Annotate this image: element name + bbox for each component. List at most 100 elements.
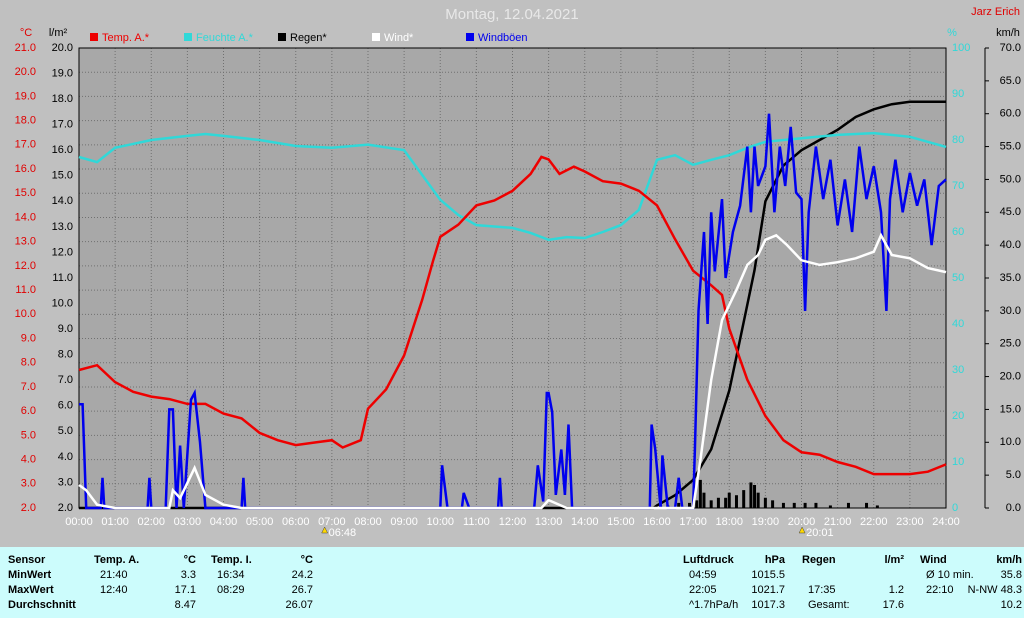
y-tick-label: 50 [952, 272, 964, 284]
series-line [78, 155, 947, 476]
rain-bar [677, 502, 681, 508]
y-tick-label: 10.0 [1000, 436, 1021, 448]
y-tick-label: 20.0 [15, 66, 36, 78]
cell-value: 26.7 [291, 584, 313, 596]
rain-bar [727, 492, 731, 508]
rain-bar [846, 502, 850, 508]
legend-swatch [372, 33, 380, 41]
cell-time: ^1.7hPa/h [689, 599, 739, 611]
y-tick-label: 18.0 [52, 93, 73, 105]
section-unit: l/m² [884, 554, 904, 566]
summary-table: Sensor MinWert MaxWert Durchschnitt Temp. A.… [0, 547, 1024, 618]
rain-bar [688, 502, 692, 508]
x-tick-label: 16:00 [643, 516, 671, 528]
y-tick-label: 9.0 [58, 323, 73, 335]
section-unit: °C [300, 554, 313, 566]
cell-value: 24.2 [291, 569, 313, 581]
y-tick-label: 11.0 [52, 272, 73, 284]
rain-bar [709, 500, 713, 508]
cell-time: 22:05 [689, 584, 717, 596]
cell-value: 35.8 [1000, 569, 1022, 581]
cell-time: 21:40 [100, 569, 128, 581]
cell-value: 8.47 [174, 599, 196, 611]
y-tick-label: 12.0 [15, 260, 36, 272]
y-tick-label: 11.0 [15, 284, 36, 296]
x-tick-label: 15:00 [607, 516, 635, 528]
y-tick-label: 0 [952, 502, 958, 514]
y-tick-label: 3.0 [58, 476, 73, 488]
y-tick-label: 4.0 [58, 451, 73, 463]
x-tick-label: 22:00 [860, 516, 888, 528]
y-tick-label: 16.0 [52, 144, 73, 156]
cell-value: 3.3 [180, 569, 196, 581]
y-tick-label: 5.0 [58, 425, 73, 437]
y-tick-label: 2.0 [58, 502, 73, 514]
y-tick-label: 5.0 [21, 429, 36, 441]
cell-value: 10.2 [1000, 599, 1022, 611]
y-tick-label: 55.0 [1000, 140, 1021, 152]
y-tick-label: 17.0 [52, 119, 73, 131]
y-tick-label: 19.0 [15, 90, 36, 102]
x-tick-label: 17:00 [679, 516, 707, 528]
y-tick-label: 7.0 [21, 381, 36, 393]
cell-value: 26.07 [285, 599, 313, 611]
cell-value: 1.2 [888, 584, 904, 596]
y-tick-label: 90 [952, 88, 964, 100]
rain-bar [734, 495, 738, 508]
y-tick-label: 14.0 [15, 211, 36, 223]
rain-bar [792, 502, 796, 508]
y-tick-label: 50.0 [1000, 173, 1021, 185]
rain-bar [828, 505, 832, 508]
y-tick-label: 14.0 [52, 195, 73, 207]
table-header: Sensor [8, 554, 46, 566]
legend-swatch [278, 33, 286, 41]
legend-label: Wind* [384, 32, 414, 44]
y-tick-label: 18.0 [15, 115, 36, 127]
cell-value: 17.6 [882, 599, 904, 611]
rain-bar [716, 497, 720, 508]
y-tick-label: 100 [952, 42, 970, 54]
cell-time: 16:34 [217, 569, 245, 581]
legend-swatch [90, 33, 98, 41]
cell-value: N-NW 48.3 [967, 584, 1022, 596]
y-tick-label: 12.0 [52, 246, 73, 258]
x-tick-label: 21:00 [824, 516, 852, 528]
plot-area [79, 48, 946, 508]
y-tick-label: 10.0 [15, 308, 36, 320]
y-tick-label: 10 [952, 456, 964, 468]
y-tick-label: 13.0 [52, 221, 73, 233]
y-tick-label: 40.0 [1000, 239, 1021, 251]
y-tick-label: 13.0 [15, 236, 36, 248]
y-tick-label: 8.0 [21, 357, 36, 369]
cell-time: 04:59 [689, 569, 717, 581]
x-tick-label: 03:00 [174, 516, 202, 528]
y-tick-label: 80 [952, 134, 964, 146]
x-tick-label: 24:00 [932, 516, 960, 528]
y-tick-label: 10.0 [52, 297, 73, 309]
y-tick-label: 16.0 [15, 163, 36, 175]
x-tick-label: 12:00 [499, 516, 527, 528]
x-tick-label: 23:00 [896, 516, 924, 528]
annotation: 20:01 [806, 527, 834, 539]
author: Jarz Erich [971, 6, 1020, 18]
unit-label: km/h [996, 27, 1020, 39]
y-tick-label: 60.0 [1000, 108, 1021, 120]
series-line [78, 232, 947, 510]
y-tick-label: 65.0 [1000, 75, 1021, 87]
x-tick-label: 09:00 [390, 516, 418, 528]
row-label: MinWert [8, 569, 52, 581]
y-tick-label: 15.0 [52, 170, 73, 182]
cell-time: 22:10 [926, 584, 954, 596]
x-tick-label: 07:00 [318, 516, 346, 528]
y-tick-label: 7.0 [58, 374, 73, 386]
y-tick-label: 4.0 [21, 453, 36, 465]
section-title: Wind [920, 554, 947, 566]
legend-label: Windböen [478, 32, 528, 44]
rain-bar [865, 502, 869, 508]
y-tick-label: 15.0 [15, 187, 36, 199]
rain-bar [814, 502, 818, 508]
sun-marker [321, 526, 329, 534]
y-tick-label: 15.0 [1000, 403, 1021, 415]
y-tick-label: 20.0 [52, 42, 73, 54]
cell-value: 1021.7 [751, 584, 785, 596]
